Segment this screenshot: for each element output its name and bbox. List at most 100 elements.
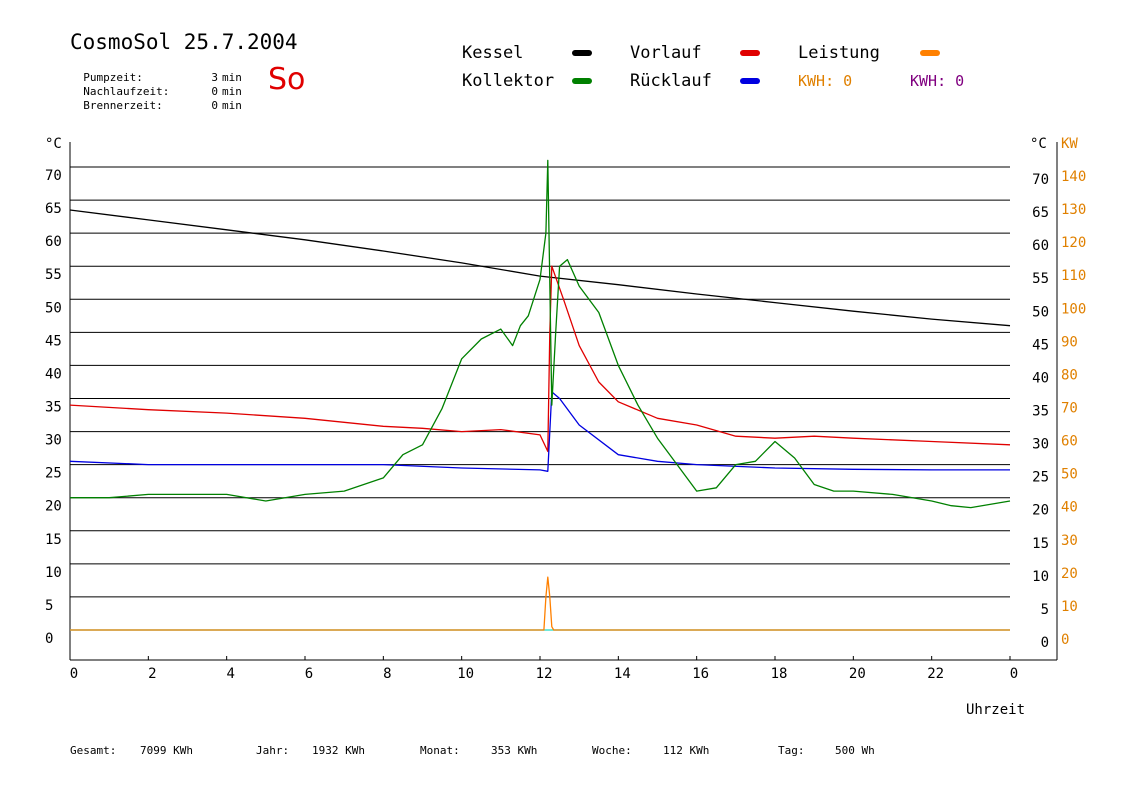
y-tick-label-left-60: 60 xyxy=(45,234,62,250)
y2-tick-label-140: 140 xyxy=(1061,169,1086,185)
x-tick-label-1: 2 xyxy=(148,666,156,682)
y-tick-label-right-30: 30 xyxy=(1032,437,1049,453)
legend-leistung-label: Leistung xyxy=(798,43,880,63)
y-tick-label-right-70: 70 xyxy=(1032,172,1049,188)
x-tick-label-7: 14 xyxy=(614,666,631,682)
y-tick-label-left-5: 5 xyxy=(45,598,53,614)
series-line-kessel xyxy=(69,209,1011,327)
x-axis-label: Uhrzeit xyxy=(966,702,1025,718)
y2-tick-label-130: 130 xyxy=(1061,202,1086,218)
weekday-label: So xyxy=(268,62,306,97)
monat-label: Monat: xyxy=(420,744,460,757)
y-tick-label-left-0: 0 xyxy=(45,631,53,647)
y-tick-label-right-50: 50 xyxy=(1032,304,1049,320)
series-line-vorlauf xyxy=(69,265,1011,453)
x-tick-label-12: 0 xyxy=(1010,666,1018,682)
y2-tick-label-110: 110 xyxy=(1061,268,1086,284)
legend-ruecklauf-swatch xyxy=(740,78,760,84)
y-tick-label-right-15: 15 xyxy=(1032,536,1049,552)
legend-kwh-purple: KWH: 0 xyxy=(910,72,965,90)
y2-tick-label-80: 80 xyxy=(1061,367,1078,383)
y-tick-label-left-65: 65 xyxy=(45,201,62,217)
pumpzeit-value: 3 xyxy=(211,71,218,84)
y2-tick-label-40: 40 xyxy=(1061,500,1078,516)
y-tick-label-left-35: 35 xyxy=(45,400,62,416)
y2-tick-label-20: 20 xyxy=(1061,566,1078,582)
series-line-leistung xyxy=(70,576,1010,631)
legend-leistung-swatch xyxy=(920,50,940,56)
y-tick-label-left-70: 70 xyxy=(45,168,62,184)
y2-tick-label-60: 60 xyxy=(1061,434,1078,450)
legend-kollektor-swatch xyxy=(572,78,592,84)
y-tick-label-left-25: 25 xyxy=(45,466,62,482)
woche-value: 112 KWh xyxy=(663,744,710,757)
legend-kessel-swatch xyxy=(572,50,592,56)
y-axis-unit-left: °C xyxy=(45,136,62,152)
x-tick-label-6: 12 xyxy=(536,666,553,682)
woche-label: Woche: xyxy=(592,744,632,757)
series-line-kollektor xyxy=(70,159,1011,509)
legend-kwh-orange: KWH: 0 xyxy=(798,72,853,90)
brennerzeit-row: Brennerzeit: 0 min xyxy=(70,86,242,112)
y-tick-label-right-60: 60 xyxy=(1032,238,1049,254)
jahr-value: 1932 KWh xyxy=(312,744,365,757)
y-tick-label-right-0: 0 xyxy=(1041,635,1049,651)
legend-kessel-label: Kessel xyxy=(462,43,524,63)
x-tick-label-8: 16 xyxy=(692,666,709,682)
y-tick-label-left-40: 40 xyxy=(45,366,62,382)
y2-tick-label-0: 0 xyxy=(1061,632,1069,648)
nachlaufzeit-unit: min xyxy=(222,85,242,98)
x-tick-label-2: 4 xyxy=(226,666,234,682)
y2-tick-label-70: 70 xyxy=(1061,401,1078,417)
gesamt-label: Gesamt: xyxy=(70,744,117,757)
y-tick-label-left-30: 30 xyxy=(45,433,62,449)
tag-value: 500 Wh xyxy=(835,744,875,757)
x-tick-label-10: 20 xyxy=(849,666,866,682)
y-axis-unit-right: °C xyxy=(1030,136,1047,152)
nachlaufzeit-row: Nachlaufzeit: 0 min xyxy=(70,72,242,98)
monat-value: 353 KWh xyxy=(491,744,538,757)
legend-kollektor-label: Kollektor xyxy=(462,71,555,91)
pumpzeit-row: Pumpzeit: 3 min xyxy=(70,58,242,84)
y-tick-label-right-35: 35 xyxy=(1032,404,1049,420)
y2-tick-label-30: 30 xyxy=(1061,533,1078,549)
jahr-label: Jahr: xyxy=(256,744,290,757)
y-tick-label-right-45: 45 xyxy=(1032,337,1049,353)
brennerzeit-label: Brennerzeit: xyxy=(83,99,163,112)
x-tick-label-9: 18 xyxy=(771,666,788,682)
y-tick-label-left-10: 10 xyxy=(45,565,62,581)
y2-tick-label-10: 10 xyxy=(1061,599,1078,615)
y2-tick-label-90: 90 xyxy=(1061,334,1078,350)
x-tick-label-3: 6 xyxy=(305,666,313,682)
y-tick-label-right-40: 40 xyxy=(1032,370,1049,386)
gesamt-value: 7099 KWh xyxy=(140,744,193,757)
x-tick-label-4: 8 xyxy=(383,666,391,682)
y-tick-label-right-25: 25 xyxy=(1032,470,1049,486)
nachlaufzeit-value: 0 xyxy=(211,85,218,98)
y2-axis-unit: KW xyxy=(1061,136,1078,152)
y2-tick-label-50: 50 xyxy=(1061,467,1078,483)
chart-title: CosmoSol 25.7.2004 xyxy=(70,30,298,54)
y-tick-label-right-20: 20 xyxy=(1032,503,1049,519)
brennerzeit-unit: min xyxy=(222,99,242,112)
x-tick-label-5: 10 xyxy=(457,666,474,682)
pumpzeit-label: Pumpzeit: xyxy=(83,71,143,84)
nachlaufzeit-label: Nachlaufzeit: xyxy=(83,85,170,98)
brennerzeit-value: 0 xyxy=(211,99,218,112)
series-line-rcklauf xyxy=(69,391,1010,472)
y-tick-label-left-55: 55 xyxy=(45,267,62,283)
y-tick-label-right-5: 5 xyxy=(1041,602,1049,618)
y-tick-label-right-10: 10 xyxy=(1032,569,1049,585)
pumpzeit-unit: min xyxy=(222,71,242,84)
y-tick-label-left-45: 45 xyxy=(45,333,62,349)
x-tick-label-11: 22 xyxy=(927,666,944,682)
tag-label: Tag: xyxy=(778,744,805,757)
y-tick-label-right-55: 55 xyxy=(1032,271,1049,287)
y-tick-label-left-20: 20 xyxy=(45,499,62,515)
y2-tick-label-120: 120 xyxy=(1061,235,1086,251)
legend-vorlauf-label: Vorlauf xyxy=(630,43,702,63)
y-tick-label-left-15: 15 xyxy=(45,532,62,548)
legend-vorlauf-swatch xyxy=(740,50,760,56)
x-tick-label-0: 0 xyxy=(70,666,78,682)
